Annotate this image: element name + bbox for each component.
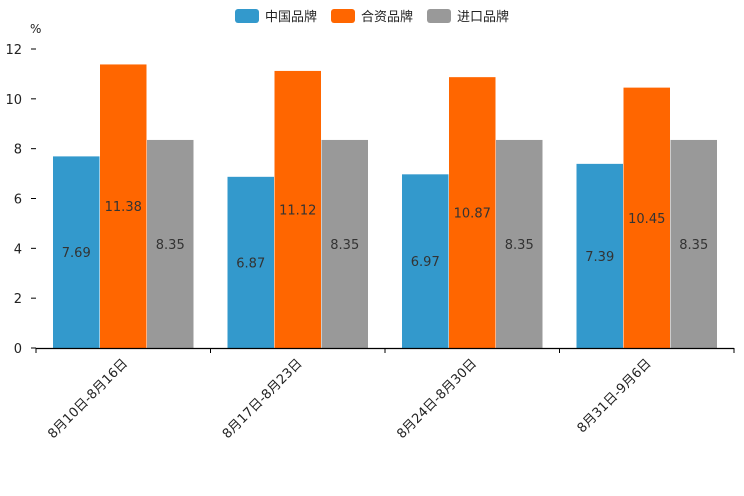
y-tick-label: 10 (5, 93, 22, 108)
bar (227, 176, 274, 348)
data-label: 6.97 (411, 255, 440, 270)
bar (670, 139, 717, 348)
data-label: 10.87 (454, 207, 491, 222)
y-tick-label: 8 (14, 143, 22, 158)
data-label: 7.69 (62, 246, 91, 261)
legend: 中国品牌 合资品牌 进口品牌 (0, 6, 744, 25)
data-label: 8.35 (330, 238, 359, 253)
y-axis-unit: % (30, 22, 42, 36)
x-tick-label: 8月24日-8月30日 (394, 356, 480, 442)
x-tick-label: 8月31日-9月6日 (575, 356, 655, 436)
data-label: 6.87 (236, 256, 265, 271)
data-label: 10.45 (628, 212, 665, 227)
legend-swatch-jv (330, 8, 355, 23)
data-label: 11.38 (105, 200, 142, 215)
data-label: 8.35 (679, 238, 708, 253)
legend-item-jv[interactable]: 合资品牌 (330, 6, 413, 25)
bar (402, 174, 449, 348)
x-tick-label: 8月10日-8月16日 (45, 356, 131, 442)
bar (576, 163, 623, 348)
legend-label-import: 进口品牌 (457, 10, 510, 25)
data-label: 8.35 (156, 238, 185, 253)
bar (449, 77, 496, 349)
legend-label-jv: 合资品牌 (360, 10, 413, 25)
data-label: 8.35 (505, 238, 534, 253)
data-label: 11.12 (279, 203, 316, 218)
bar (623, 87, 670, 348)
y-tick-label: 2 (14, 292, 22, 307)
legend-swatch-import (427, 8, 451, 23)
bar (274, 70, 321, 348)
legend-item-import[interactable]: 进口品牌 (427, 6, 509, 25)
bar (147, 139, 194, 348)
legend-label-china: 中国品牌 (264, 10, 317, 25)
bar (53, 156, 100, 348)
bar (100, 64, 147, 348)
bar (321, 139, 368, 348)
legend-swatch-china (234, 8, 259, 23)
data-label: 7.39 (585, 250, 614, 265)
y-tick-label: 0 (14, 342, 22, 357)
bar (496, 139, 543, 348)
y-tick-label: 12 (5, 43, 22, 58)
x-tick-label: 8月17日-8月23日 (220, 356, 306, 442)
legend-item-china[interactable]: 中国品牌 (234, 6, 317, 25)
y-tick-label: 4 (14, 242, 22, 257)
y-tick-label: 6 (14, 193, 22, 208)
